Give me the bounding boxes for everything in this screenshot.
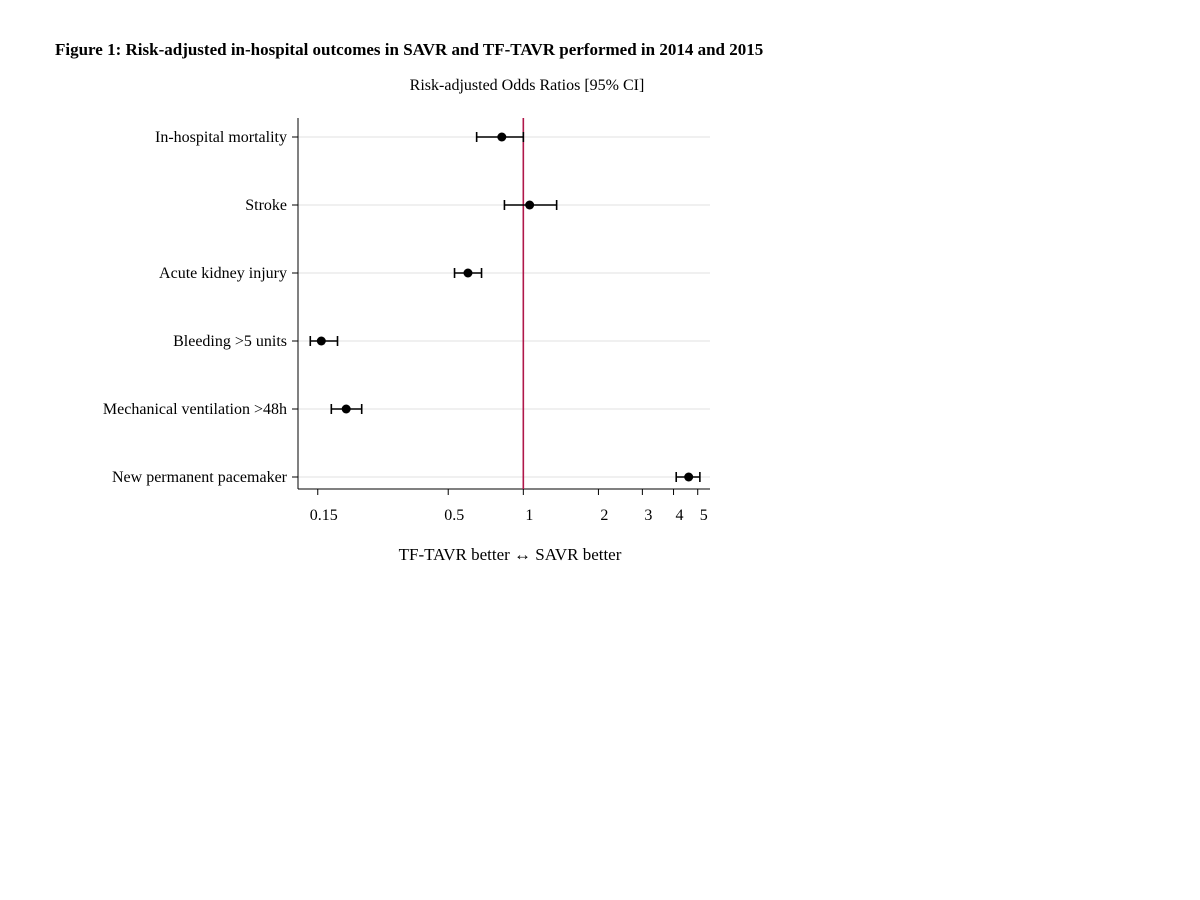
y-tick-label: In-hospital mortality [155, 129, 287, 146]
grid-lines [298, 136, 710, 478]
x-tick-label: 4 [676, 507, 684, 524]
x-tick-label: 3 [644, 507, 652, 524]
y-tick-label: Mechanical ventilation >48h [103, 401, 287, 418]
x-tick-label: 2 [600, 507, 608, 524]
estimate-marks [309, 132, 701, 482]
x-tick-label: 1 [525, 507, 533, 524]
x-tick-label: 5 [700, 507, 708, 524]
point-estimate [341, 404, 351, 414]
x-axis-label: TF-TAVR better ↔ SAVR better [399, 545, 622, 564]
chart-title: Risk-adjusted Odds Ratios [95% CI] [410, 77, 645, 94]
y-tick-label: Acute kidney injury [159, 265, 287, 282]
y-tick-label: Stroke [245, 197, 287, 214]
point-estimate [316, 336, 326, 346]
point-estimate [463, 268, 473, 278]
y-tick-label: New permanent pacemaker [112, 469, 288, 486]
y-tick-label: Bleeding >5 units [173, 333, 287, 350]
point-estimate [497, 132, 507, 142]
x-tick-label: 0.5 [444, 507, 464, 524]
point-estimate [684, 472, 694, 482]
point-estimate [525, 200, 535, 210]
figure-title: Figure 1: Risk-adjusted in-hospital outc… [55, 40, 764, 59]
axes: In-hospital mortality Stroke Acute kidney … [103, 118, 710, 524]
x-tick-label: 0.15 [310, 507, 338, 524]
